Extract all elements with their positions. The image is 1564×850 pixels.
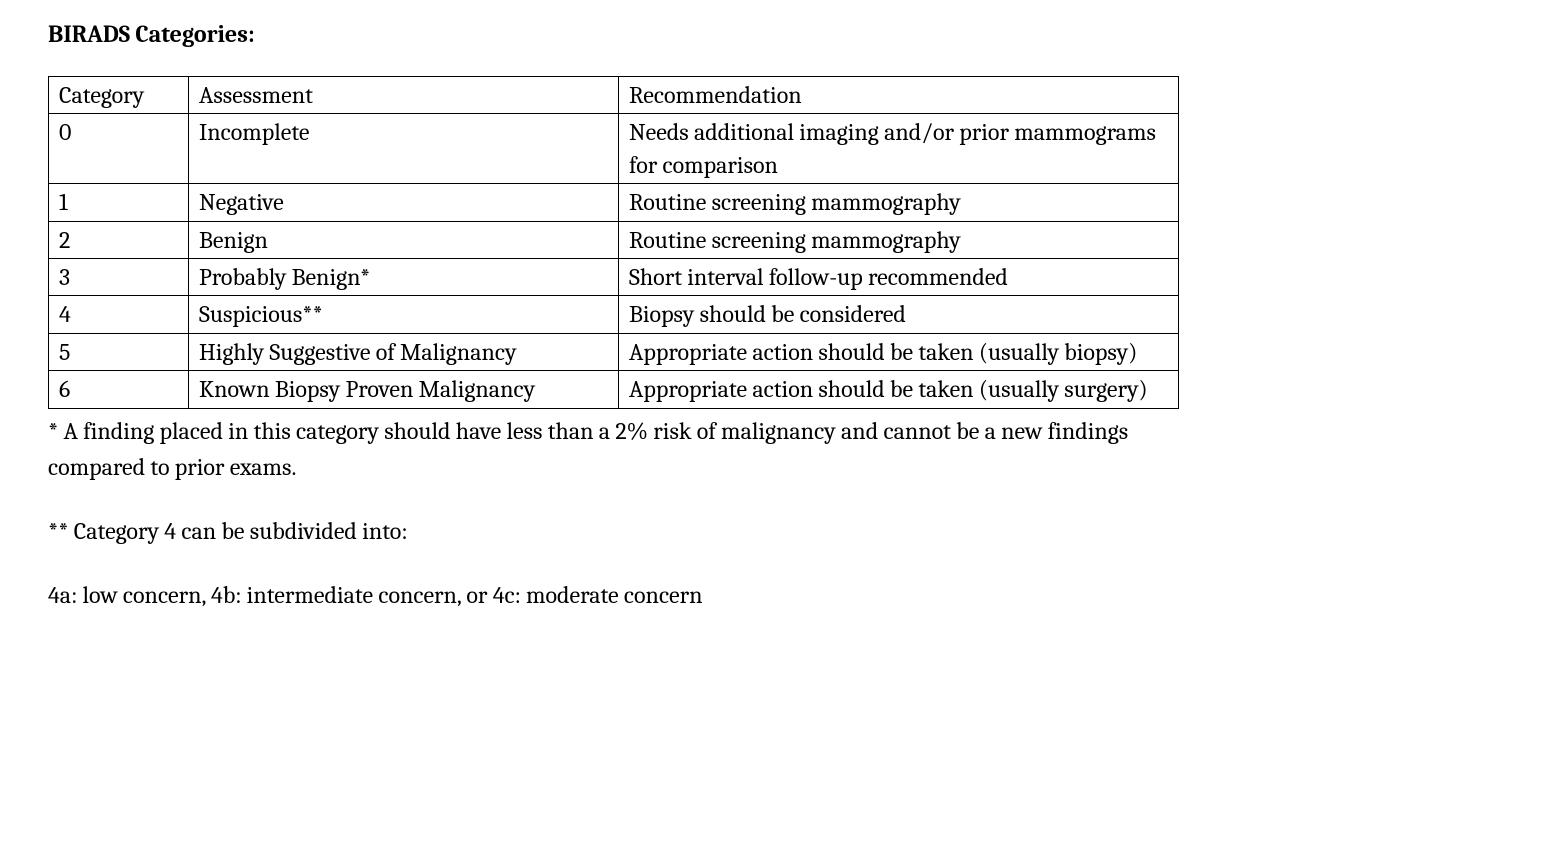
cell-category: 2 [49, 221, 189, 258]
cell-category: 6 [49, 371, 189, 408]
footnotes: * A finding placed in this category shou… [48, 413, 1178, 613]
col-header-recommendation: Recommendation [619, 77, 1179, 114]
cell-assessment: Negative [189, 184, 619, 221]
footnote-1: * A finding placed in this category shou… [48, 413, 1178, 485]
page-title: BIRADS Categories: [48, 20, 1516, 48]
cell-assessment: Benign [189, 221, 619, 258]
table-row: 0 Incomplete Needs additional imaging an… [49, 114, 1179, 184]
cell-assessment: Known Biopsy Proven Malignancy [189, 371, 619, 408]
birads-table: Category Assessment Recommendation 0 Inc… [48, 76, 1179, 409]
cell-category: 5 [49, 333, 189, 370]
cell-category: 4 [49, 296, 189, 333]
footnote-3: 4a: low concern, 4b: intermediate concer… [48, 577, 1178, 613]
table-row: 2 Benign Routine screening mammography [49, 221, 1179, 258]
col-header-category: Category [49, 77, 189, 114]
cell-assessment: Incomplete [189, 114, 619, 184]
table-header-row: Category Assessment Recommendation [49, 77, 1179, 114]
table-row: 5 Highly Suggestive of Malignancy Approp… [49, 333, 1179, 370]
cell-category: 3 [49, 258, 189, 295]
cell-recommendation: Needs additional imaging and/or prior ma… [619, 114, 1179, 184]
cell-recommendation: Short interval follow-up recommended [619, 258, 1179, 295]
col-header-assessment: Assessment [189, 77, 619, 114]
cell-category: 0 [49, 114, 189, 184]
table-row: 4 Suspicious** Biopsy should be consider… [49, 296, 1179, 333]
page: BIRADS Categories: Category Assessment R… [0, 0, 1564, 653]
cell-recommendation: Appropriate action should be taken (usua… [619, 371, 1179, 408]
cell-recommendation: Appropriate action should be taken (usua… [619, 333, 1179, 370]
cell-recommendation: Routine screening mammography [619, 221, 1179, 258]
table-row: 1 Negative Routine screening mammography [49, 184, 1179, 221]
cell-assessment: Highly Suggestive of Malignancy [189, 333, 619, 370]
cell-category: 1 [49, 184, 189, 221]
cell-recommendation: Biopsy should be considered [619, 296, 1179, 333]
table-row: 6 Known Biopsy Proven Malignancy Appropr… [49, 371, 1179, 408]
cell-recommendation: Routine screening mammography [619, 184, 1179, 221]
table-row: 3 Probably Benign* Short interval follow… [49, 258, 1179, 295]
cell-assessment: Suspicious** [189, 296, 619, 333]
footnote-2: ** Category 4 can be subdivided into: [48, 513, 1178, 549]
cell-assessment: Probably Benign* [189, 258, 619, 295]
